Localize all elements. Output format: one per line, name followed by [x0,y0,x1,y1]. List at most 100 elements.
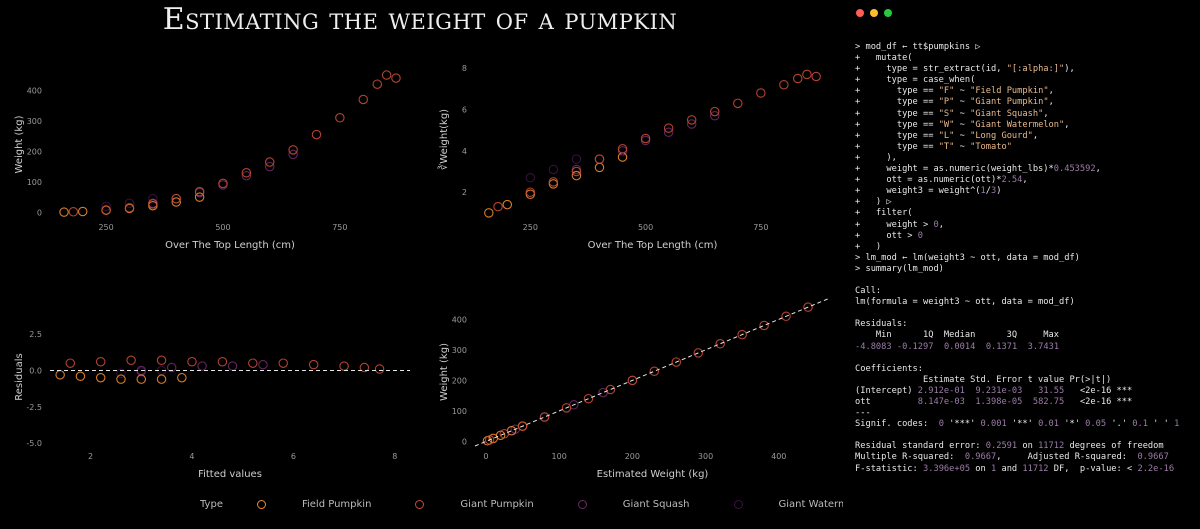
console-line [855,308,1179,319]
data-point [124,198,135,209]
y-tick-label: 400 [27,86,42,95]
data-point [525,172,536,183]
console-line: > summary(lm_mod) [855,264,1179,275]
console-token: 8.147e-03 [917,397,965,407]
console-line: (Intercept) 2.912e-01 9.231e-03 31.55 <2… [855,386,1179,397]
data-point [311,129,322,140]
console-token: + ott = as.numeric(ott)* [855,175,1002,186]
y-tick-label: 0 [37,208,42,217]
console-line: Min 1Q Median 3Q Max [855,330,1179,341]
y-tick-label: 2.5 [29,330,42,339]
data-point [171,197,181,207]
data-point [101,205,111,215]
console-line: -4.8083 -0.1297 0.0014 0.1371 3.7431 [855,342,1179,353]
console-token: + type == [855,119,939,130]
data-point [737,329,747,340]
console-line: Signif. codes: 0 '***' 0.001 '**' 0.01 '… [855,419,1179,430]
data-point [55,370,65,380]
console-line: + type == "L" ~ "Long Gourd", [855,131,1179,142]
y-tick-label: 400 [452,315,467,324]
console-token: / [985,186,991,197]
console-token: , [1048,97,1054,108]
data-point [381,70,392,80]
console-token: 0.453592 [1053,164,1096,175]
data-point [258,359,268,370]
zoom-button[interactable] [884,9,892,17]
console-line: + ott > 0 [855,231,1179,242]
data-point [594,154,605,164]
console-token: 3.7431 [1027,341,1060,352]
data-point [197,361,207,371]
data-point [617,152,628,162]
console-line: > mod_df ← tt$pumpkins ▷ [855,42,1179,53]
series-field-pumpkin [482,421,528,446]
data-point [288,149,298,160]
data-point [264,157,275,167]
y-tick-label: 4 [462,147,467,156]
data-point [335,113,345,123]
y-tick-label: 0.0 [29,366,42,375]
data-point [372,79,383,89]
close-button[interactable] [856,9,864,17]
console-token: 0.01 [1038,419,1060,430]
data-point [148,193,158,204]
console-line: + ott = as.numeric(ott)*2.54, [855,175,1179,186]
console-line: > lm_mod ← lm(weight3 ~ ott, data = mod_… [855,253,1179,264]
data-point [288,145,298,155]
console-line: + weight > 0, [855,220,1179,231]
x-tick-label: 0 [483,452,488,461]
data-point [499,429,510,439]
data-point [126,355,136,366]
console-token: "F" [938,86,955,97]
x-tick-label: 8 [392,452,397,461]
console-token: 0.1 [1132,419,1148,430]
legend-item-giant-watermelon: Giant Watermelon [733,499,869,510]
console-token: ott [855,397,918,407]
data-point [484,208,494,218]
console-token: F-statistic: [855,463,923,474]
data-point [68,207,79,217]
console-token: + ) ▷ [855,197,892,208]
x-axis-label: Over The Top Length (cm) [165,240,295,251]
data-point [802,69,812,80]
series-giant-squash [136,359,268,376]
data-point [686,115,697,125]
x-tick-label: 500 [638,223,653,232]
legend-marker-icon [415,499,425,509]
minimize-button[interactable] [870,9,878,17]
console-token: Residuals: [855,319,908,330]
console-token: Multiple R-squared: [855,452,965,463]
data-point [156,374,167,384]
data-point [77,206,88,217]
y-tick-label: 6 [462,106,467,115]
console-line [855,430,1179,441]
x-tick-label: 500 [215,223,230,232]
console-token: "Giant Squash" [970,108,1044,119]
y-tick-label: 200 [452,376,467,385]
data-point [617,144,628,154]
data-point [65,358,76,368]
console-token: , [1032,130,1039,141]
data-point [715,339,725,349]
console-token: "S" [938,108,955,119]
r-console-window: > mod_df ← tt$pumpkins ▷ + mutate(+ type … [843,0,1200,529]
data-point [187,356,197,367]
console-token: 0.05 [1085,419,1107,430]
identity-reference-line [474,297,831,447]
console-token: 2.54 [1001,175,1023,186]
console-token: , Adjusted R-squared: [996,452,1138,463]
console-token: 1 [1174,419,1180,430]
data-point [627,375,638,386]
x-tick-label: 250 [98,223,113,232]
x-tick-label: 4 [189,452,194,461]
data-point [116,368,126,379]
console-line: + type == "W" ~ "Giant Watermelon", [855,120,1179,131]
console-token: + ott > [855,230,918,241]
x-tick-label: 200 [625,452,640,461]
console-token: and [996,463,1023,474]
console-line: + type = str_extract(id, "[:alpha:]"), [855,64,1179,75]
data-point [308,359,319,370]
console-line: + ) ▷ [855,197,1179,208]
console-token: "Field Pumpkin" [970,86,1049,97]
legend-item-giant-squash: Giant Squash [577,499,690,510]
